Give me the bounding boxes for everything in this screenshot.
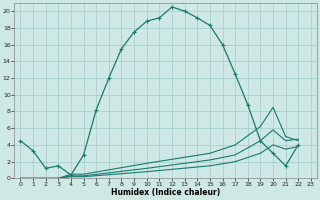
X-axis label: Humidex (Indice chaleur): Humidex (Indice chaleur) [111,188,220,197]
